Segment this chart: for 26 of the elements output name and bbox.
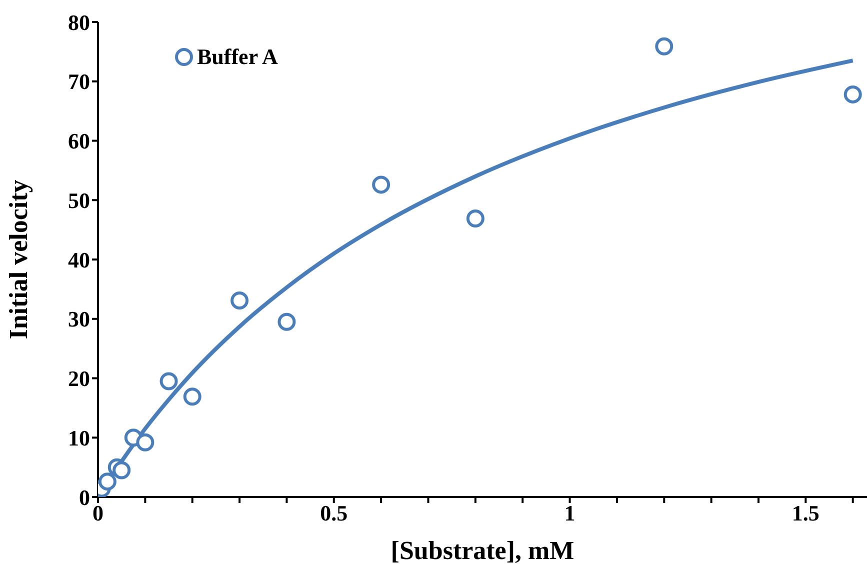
x-axis-title: [Substrate], mM (390, 536, 574, 565)
y-axis-title: Initial velocity (4, 180, 34, 340)
point (160, 372, 178, 390)
point (372, 176, 390, 194)
y-tick-label: 50 (68, 188, 90, 213)
point (112, 461, 131, 480)
y-tick-label: 30 (68, 306, 90, 332)
y-tick-label: 0 (79, 484, 90, 510)
y-tick-label: 10 (68, 425, 90, 450)
x-tick-label: 0.5 (320, 500, 348, 526)
y-tick-label: 20 (68, 366, 90, 392)
point (183, 388, 202, 406)
point (844, 85, 862, 104)
point (466, 210, 484, 228)
point (98, 472, 116, 491)
y-tick-label: 60 (68, 128, 90, 154)
point (230, 291, 249, 310)
x-tick-label: 1 (564, 500, 576, 526)
y-tick-label: 80 (68, 10, 90, 35)
legend-label: Buffer A (197, 44, 278, 70)
point (136, 433, 154, 452)
point (278, 312, 296, 331)
point (655, 37, 674, 56)
y-tick-label: 70 (68, 69, 90, 94)
x-tick-label: 1.5 (792, 500, 820, 526)
y-tick-label: 40 (68, 247, 90, 272)
